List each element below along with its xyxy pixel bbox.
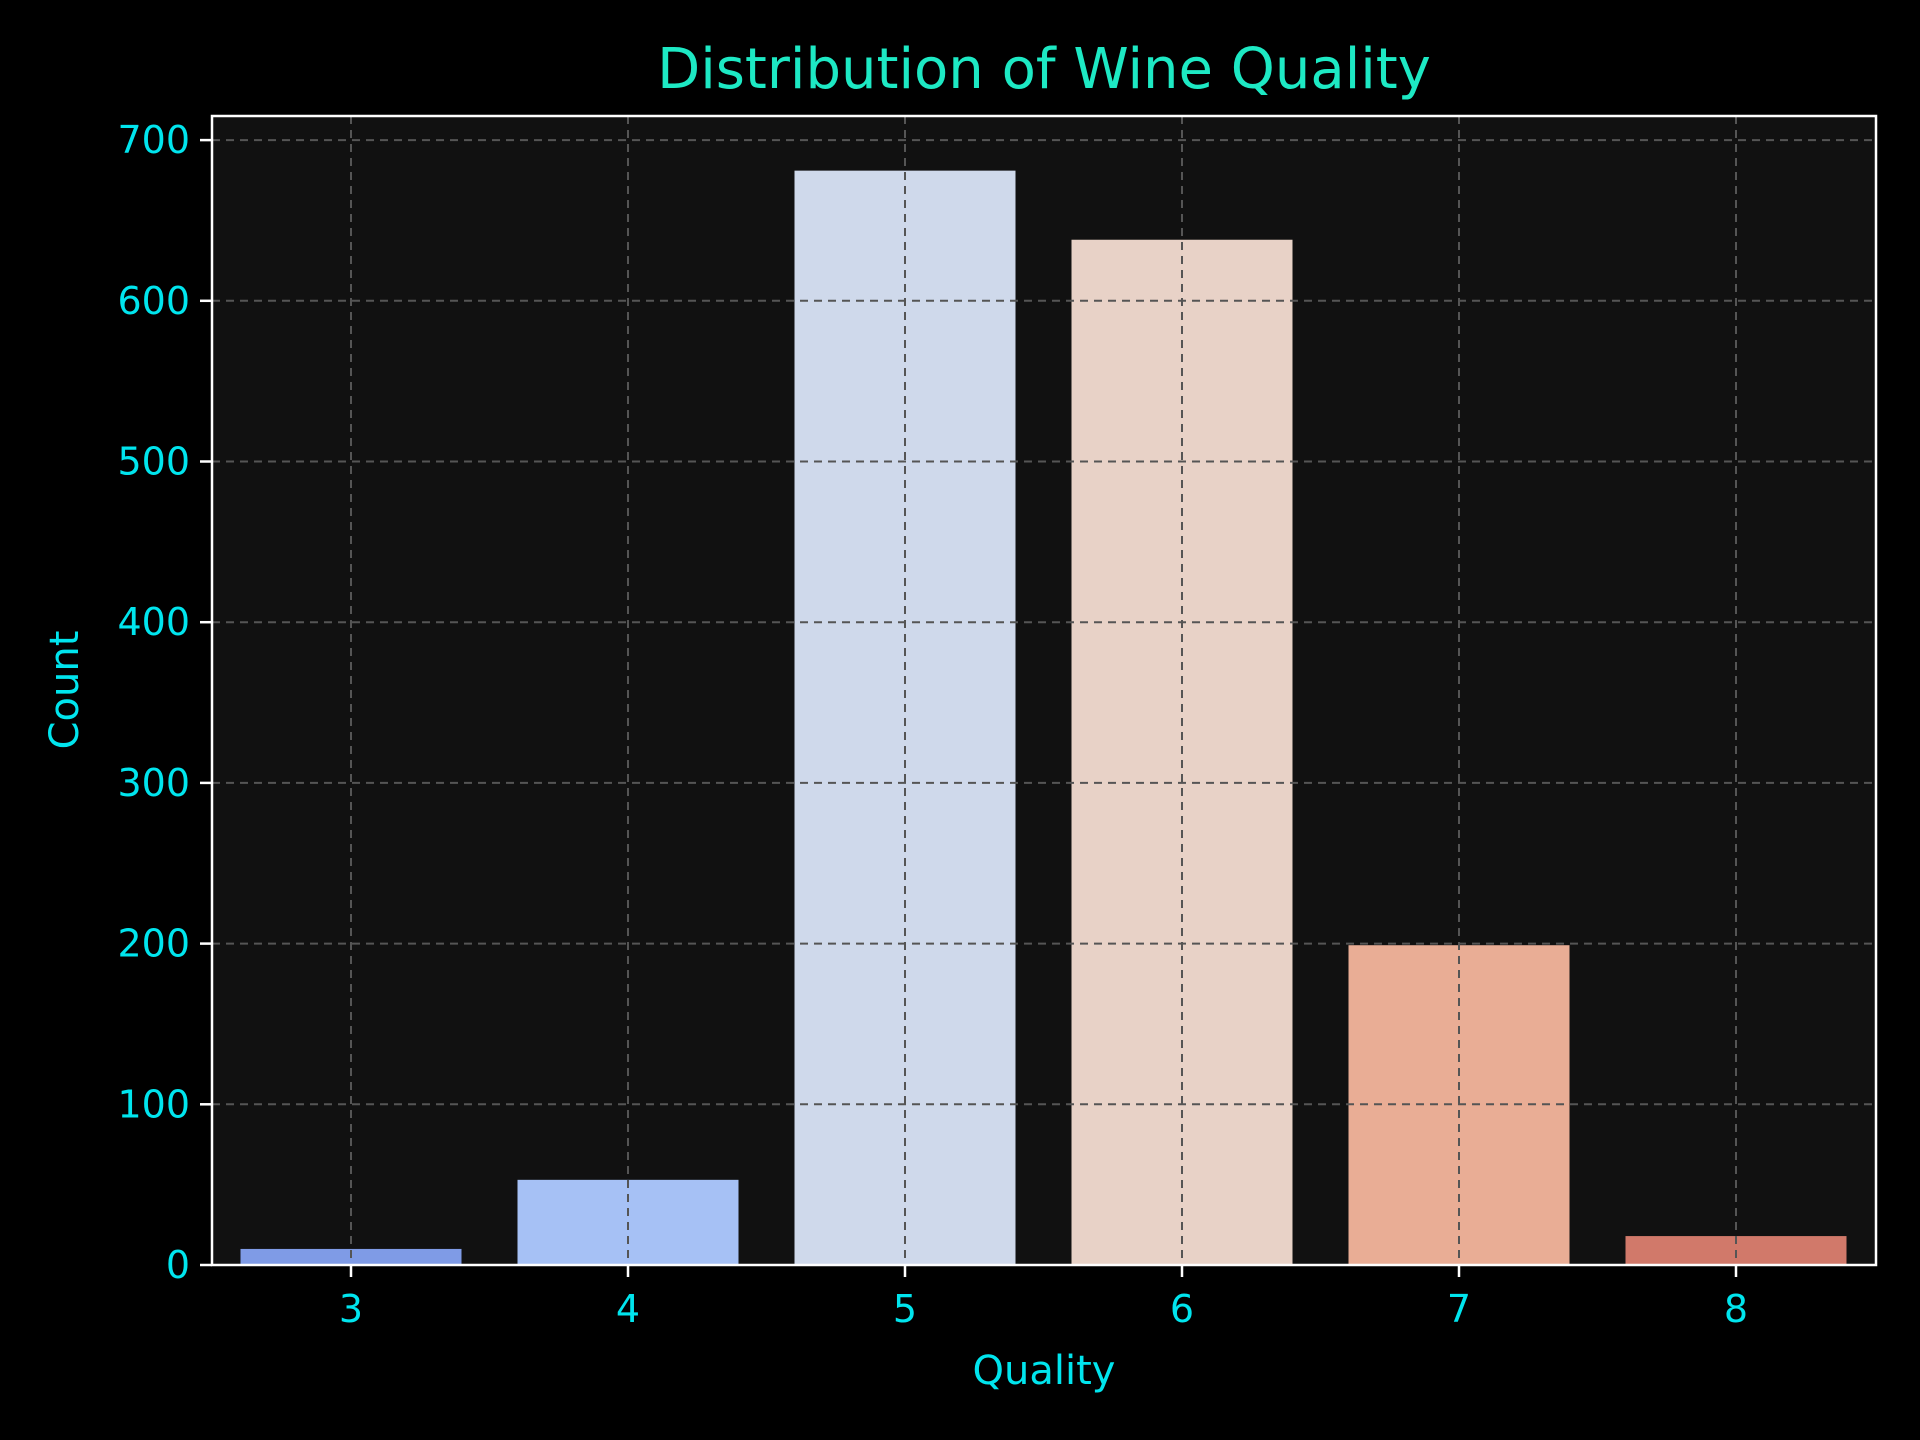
plot-area — [212, 116, 1876, 1265]
y-tick-label: 100 — [117, 1082, 190, 1126]
bars — [240, 170, 1847, 1266]
y-axis-label: Count — [42, 631, 88, 750]
y-tick-label: 200 — [117, 922, 190, 966]
y-tick-label: 700 — [117, 118, 190, 162]
y-tick-label: 0 — [166, 1243, 190, 1287]
x-tick-label: 8 — [1724, 1287, 1748, 1331]
x-tick-label: 6 — [1170, 1287, 1194, 1331]
x-tick-label: 7 — [1447, 1287, 1471, 1331]
y-tick-label: 600 — [117, 279, 190, 323]
plot-frame — [210, 114, 1878, 1267]
chart-title: Distribution of Wine Quality — [657, 37, 1431, 102]
grid-lines — [212, 116, 1876, 1265]
axis-ticks: 0 100 200 300 400 500 600 700 3 4 5 6 7 8 — [117, 118, 1748, 1331]
x-axis-label: Quality — [973, 1348, 1116, 1394]
x-tick-label: 3 — [339, 1287, 363, 1331]
x-tick-label: 5 — [893, 1287, 917, 1331]
y-tick-label: 400 — [117, 600, 190, 644]
y-tick-label: 300 — [117, 761, 190, 805]
y-tick-label: 500 — [117, 440, 190, 484]
x-tick-label: 4 — [616, 1287, 640, 1331]
